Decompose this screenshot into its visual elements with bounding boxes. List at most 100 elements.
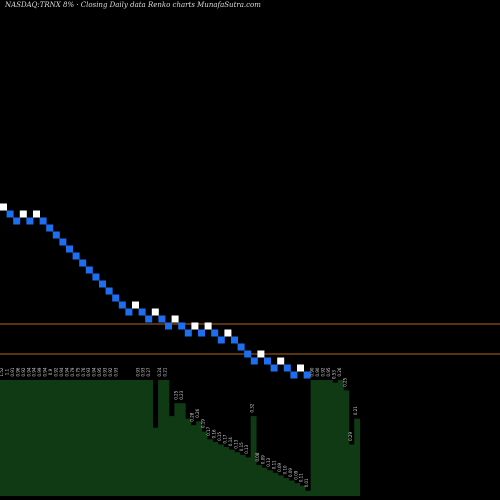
volume-bar	[21, 380, 28, 496]
volume-label: 0.01	[304, 478, 309, 487]
volume-label: 0.13	[244, 444, 249, 453]
volume-bar	[272, 472, 279, 496]
volume-label: 0.15	[217, 432, 222, 441]
volume-bar	[92, 380, 99, 496]
volume-bar	[327, 380, 333, 496]
volume-bar	[32, 380, 39, 496]
volume-bar	[87, 380, 94, 496]
volume-bar	[54, 380, 61, 496]
renko-brick-down	[125, 308, 133, 316]
renko-brick-down	[112, 294, 120, 302]
volume-label: 0.09	[288, 468, 293, 477]
volume-bar	[277, 475, 284, 496]
renko-brick-down	[231, 336, 238, 344]
volume-bar	[250, 416, 257, 496]
renko-brick-up	[204, 322, 212, 330]
renko-brick-up	[33, 210, 40, 218]
volume-label: 0.94	[64, 367, 69, 376]
volume-bar	[239, 454, 246, 496]
volume-bar	[228, 449, 235, 496]
renko-brick-up	[132, 301, 139, 309]
volume-label: 0.99	[37, 367, 42, 376]
volume-label: 0.25	[342, 377, 347, 386]
volume-bar	[168, 416, 175, 496]
volume-label: 0.26	[195, 408, 200, 417]
volume-bar	[310, 380, 317, 496]
volume-label: 0.25	[173, 390, 178, 399]
volume-bar	[59, 380, 66, 496]
volume-label: 0.17	[206, 426, 211, 435]
volume-bar	[288, 480, 295, 496]
volume-label: 0.27	[146, 367, 151, 376]
volume-label: 0.08	[255, 452, 260, 461]
volume-bar	[316, 380, 322, 496]
volume-bar	[261, 467, 268, 496]
volume-label: 0.13	[233, 439, 238, 448]
volume-label: 0.75	[75, 367, 80, 376]
volume-bar	[147, 380, 153, 496]
volume-label: 0.53	[331, 370, 336, 379]
volume-bar	[283, 477, 290, 496]
volume-label: 0.92	[21, 367, 26, 376]
volume-label: 0.21	[163, 367, 168, 376]
volume-bar	[158, 380, 164, 496]
volume-bar	[0, 380, 6, 496]
volume-bar	[114, 380, 121, 496]
renko-brick-up	[191, 322, 199, 330]
volume-bar	[174, 403, 181, 496]
renko-brick-down	[6, 210, 14, 218]
renko-brick-down	[237, 343, 245, 351]
renko-brick-up	[277, 357, 285, 365]
renko-brick-down	[270, 364, 278, 372]
renko-brick-up	[297, 364, 304, 372]
renko-brick-down	[79, 259, 87, 267]
volume-bar	[207, 439, 213, 496]
renko-brick-down	[178, 322, 186, 330]
volume-bar	[152, 427, 159, 496]
renko-brick-down	[92, 273, 100, 281]
volume-bar	[27, 380, 34, 496]
volume-bar	[43, 380, 50, 496]
volume-bar	[179, 403, 186, 496]
volume-label: 0.90	[315, 367, 320, 376]
volume-label: 0.11	[272, 460, 277, 469]
volume-label: 0.9	[48, 368, 53, 375]
renko-brick-up	[257, 350, 265, 358]
volume-bar	[201, 431, 208, 496]
renko-brick-down	[250, 357, 258, 365]
volume-label: 0.19	[201, 419, 206, 428]
volume-bar	[103, 380, 110, 496]
volume-bar	[267, 470, 273, 496]
volume-label: 1.52	[0, 367, 4, 376]
volume-label: 0.14	[228, 437, 233, 446]
volume-bar	[343, 390, 350, 496]
volume-label: 0.09	[293, 470, 298, 479]
volume-label: 0.15	[239, 442, 244, 451]
volume-label: 1.1	[4, 368, 9, 375]
volume-label: 0.91	[10, 367, 15, 376]
volume-label: 0.93	[86, 367, 91, 376]
chart-header: NASDAQ:TRNX 8% · Closing Daily data Renk…	[5, 1, 261, 9]
volume-label: 0.17	[222, 434, 227, 443]
renko-brick-down	[211, 329, 219, 337]
volume-label: 0.09	[261, 455, 266, 464]
volume-label: 0.13	[266, 457, 271, 466]
volume-label: 0.93	[135, 367, 140, 376]
renko-brick-down	[66, 245, 73, 253]
volume-bar	[348, 444, 355, 496]
volume-label: 0.16	[212, 429, 217, 438]
volume-label: 0.24	[157, 367, 162, 376]
volume-label: 0.95	[97, 367, 102, 376]
renko-brick-up	[151, 308, 159, 316]
renko-brick-down	[39, 217, 47, 225]
renko-brick-down	[184, 329, 192, 337]
volume-label: 0.92	[108, 367, 113, 376]
renko-brick-down	[85, 266, 93, 274]
volume-label: 0.94	[26, 367, 31, 376]
volume-bar	[245, 457, 252, 496]
renko-brick-up	[19, 210, 27, 218]
volume-bar	[16, 380, 23, 496]
renko-brick-up	[171, 315, 179, 323]
renko-brick-down	[165, 322, 172, 330]
volume-label: 0.93	[141, 367, 146, 376]
